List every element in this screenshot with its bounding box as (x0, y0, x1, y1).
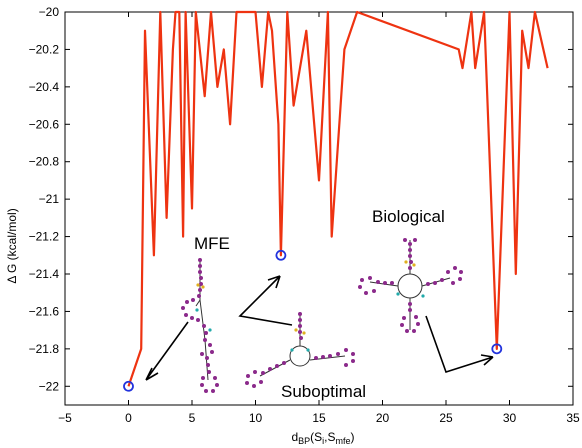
x-tick-label: 35 (566, 411, 580, 425)
y-tick-label: −20 (39, 5, 60, 19)
y-tick-label: −22 (39, 379, 60, 393)
highlighted-point (123, 380, 134, 392)
y-axis-label: Δ G (kcal/mol) (5, 208, 19, 283)
x-tick-label: 0 (125, 411, 132, 425)
x-tick-label: 20 (376, 411, 390, 425)
highlighted-point (275, 249, 287, 261)
y-tick-label: −20.2 (29, 42, 60, 56)
axes: −5 0 5 10 15 20 25 30 35 −22 −21.8 −21.6 −21.4 −21.2 −… (29, 5, 580, 425)
mfe-structure-image (181, 258, 219, 393)
x-axis-label: dBP(Si,Smfe) (291, 430, 354, 446)
biological-structure-image (358, 238, 463, 333)
y-tick-label: −21.4 (29, 267, 60, 281)
x-tick-label: −5 (58, 411, 72, 425)
mfe-arrow (145, 321, 189, 381)
structure-drawings (145, 238, 494, 393)
y-tick-label: −20.4 (29, 80, 60, 94)
y-tick-label: −20.8 (29, 155, 60, 169)
y-tick-label: −21 (39, 192, 60, 206)
annotation-arrows (145, 275, 494, 381)
suboptimal-structure-image (245, 312, 355, 388)
x-tick-label: 30 (503, 411, 517, 425)
highlighted-point (491, 343, 503, 355)
x-tick-label: 10 (249, 411, 263, 425)
plot-area (123, 10, 549, 392)
x-tick-label: 5 (189, 411, 196, 425)
y-tick-label: −21.6 (29, 304, 60, 318)
annotation-suboptimal: Suboptimal (281, 382, 366, 401)
labels: MFE Biological Suboptimal Δ G (kcal/mol)… (5, 207, 445, 446)
y-tick-label: −21.8 (29, 342, 60, 356)
x-tick-label: 15 (312, 411, 326, 425)
series-line (127, 10, 549, 387)
annotation-biological: Biological (372, 207, 445, 226)
suboptimal-arrow (238, 275, 293, 326)
y-tick-label: −20.6 (29, 117, 60, 131)
biological-arrow (425, 315, 494, 373)
annotation-mfe: MFE (194, 234, 230, 253)
x-tick-label: 25 (439, 411, 453, 425)
y-tick-label: −21.2 (29, 230, 60, 244)
